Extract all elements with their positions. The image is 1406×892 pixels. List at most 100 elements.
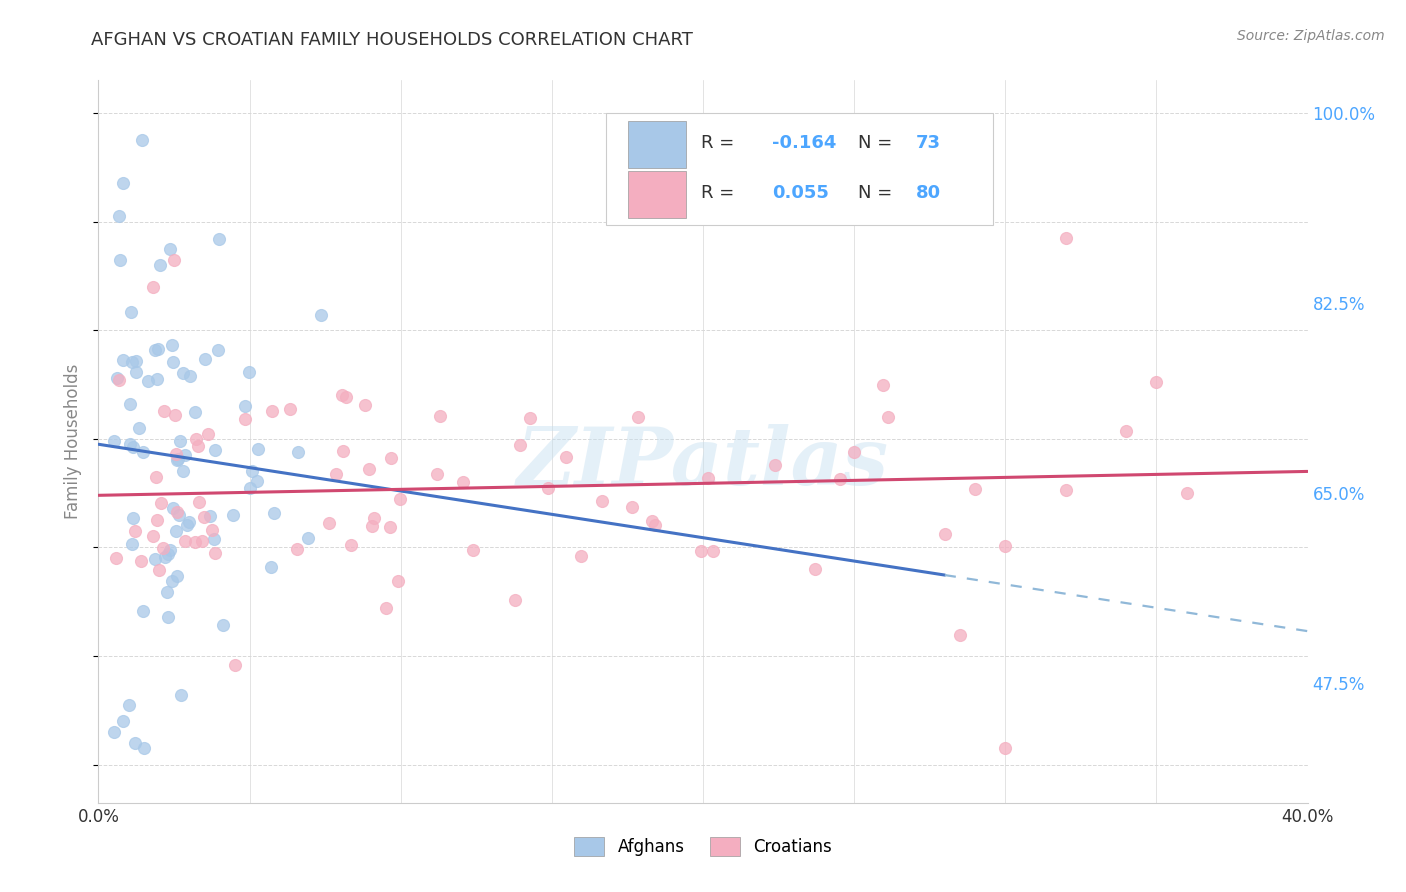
Point (451, 475, 474, 489)
Text: 80: 80 (915, 184, 941, 202)
Point (173, 534, 195, 549)
Point (103, 434, 125, 449)
Point (166, 453, 188, 467)
Point (122, 511, 145, 525)
FancyBboxPatch shape (628, 171, 686, 219)
Point (184, 405, 207, 419)
Point (184, 432, 207, 446)
Point (380, 451, 402, 466)
Point (187, 439, 209, 453)
Point (142, 528, 165, 542)
Point (233, 411, 256, 425)
Point (157, 610, 180, 624)
Point (278, 401, 301, 416)
Point (387, 574, 409, 588)
Point (162, 500, 184, 515)
FancyBboxPatch shape (606, 112, 993, 225)
Text: -0.164: -0.164 (772, 134, 837, 152)
Point (125, 354, 148, 368)
Y-axis label: Family Households: Family Households (65, 364, 83, 519)
Point (163, 252, 186, 267)
Point (146, 513, 169, 527)
Point (994, 741, 1017, 756)
Point (233, 400, 256, 414)
Point (332, 443, 354, 458)
Point (311, 309, 333, 323)
Point (176, 518, 198, 533)
Point (162, 574, 184, 589)
Point (1054, 483, 1077, 497)
Point (388, 491, 411, 506)
Point (208, 232, 231, 246)
Point (429, 409, 451, 423)
Point (994, 539, 1017, 553)
Point (131, 604, 153, 618)
Point (111, 353, 134, 368)
Point (204, 533, 226, 547)
Point (165, 447, 187, 461)
Point (167, 508, 190, 522)
Point (207, 343, 229, 357)
Point (145, 469, 167, 483)
Point (262, 403, 284, 417)
Point (263, 506, 285, 520)
Point (702, 544, 724, 558)
Point (159, 242, 181, 256)
Point (804, 562, 827, 576)
Point (103, 725, 125, 739)
Text: N =: N = (858, 134, 891, 152)
Point (131, 133, 153, 147)
Point (537, 481, 560, 495)
Point (128, 420, 150, 434)
Point (519, 411, 541, 425)
Point (143, 551, 166, 566)
Point (830, 472, 852, 486)
FancyBboxPatch shape (628, 121, 686, 168)
Point (872, 377, 894, 392)
Point (844, 444, 866, 458)
Point (555, 450, 578, 465)
Text: R =: R = (700, 134, 734, 152)
Point (297, 531, 319, 545)
Point (509, 438, 531, 452)
Text: 73: 73 (915, 134, 941, 152)
Text: R =: R = (700, 184, 734, 202)
Point (177, 516, 200, 530)
Point (335, 390, 357, 404)
Point (184, 535, 207, 549)
Point (188, 495, 211, 509)
Point (122, 441, 145, 455)
Point (172, 366, 194, 380)
Point (330, 388, 353, 402)
Point (142, 279, 165, 293)
Text: Source: ZipAtlas.com: Source: ZipAtlas.com (1237, 29, 1385, 43)
Point (131, 554, 153, 568)
Point (120, 305, 142, 319)
Point (325, 467, 347, 481)
Text: 0.055: 0.055 (772, 184, 828, 202)
Point (104, 551, 127, 566)
Point (763, 458, 786, 473)
Point (198, 509, 221, 524)
Point (287, 445, 309, 459)
Point (204, 443, 226, 458)
Text: AFGHAN VS CROATIAN FAMILY HOUSEHOLDS CORRELATION CHART: AFGHAN VS CROATIAN FAMILY HOUSEHOLDS COR… (91, 31, 693, 49)
Point (160, 337, 183, 351)
Point (152, 541, 174, 555)
Point (157, 547, 180, 561)
Point (108, 374, 131, 388)
Point (138, 374, 160, 388)
Point (170, 688, 193, 702)
Point (591, 494, 613, 508)
Point (239, 481, 262, 495)
Point (877, 409, 900, 424)
Point (221, 508, 243, 522)
Point (118, 698, 141, 712)
Point (169, 434, 191, 449)
Point (285, 542, 308, 557)
Point (166, 506, 188, 520)
Point (112, 177, 135, 191)
Point (159, 543, 181, 558)
Point (162, 354, 184, 368)
Point (166, 524, 188, 539)
